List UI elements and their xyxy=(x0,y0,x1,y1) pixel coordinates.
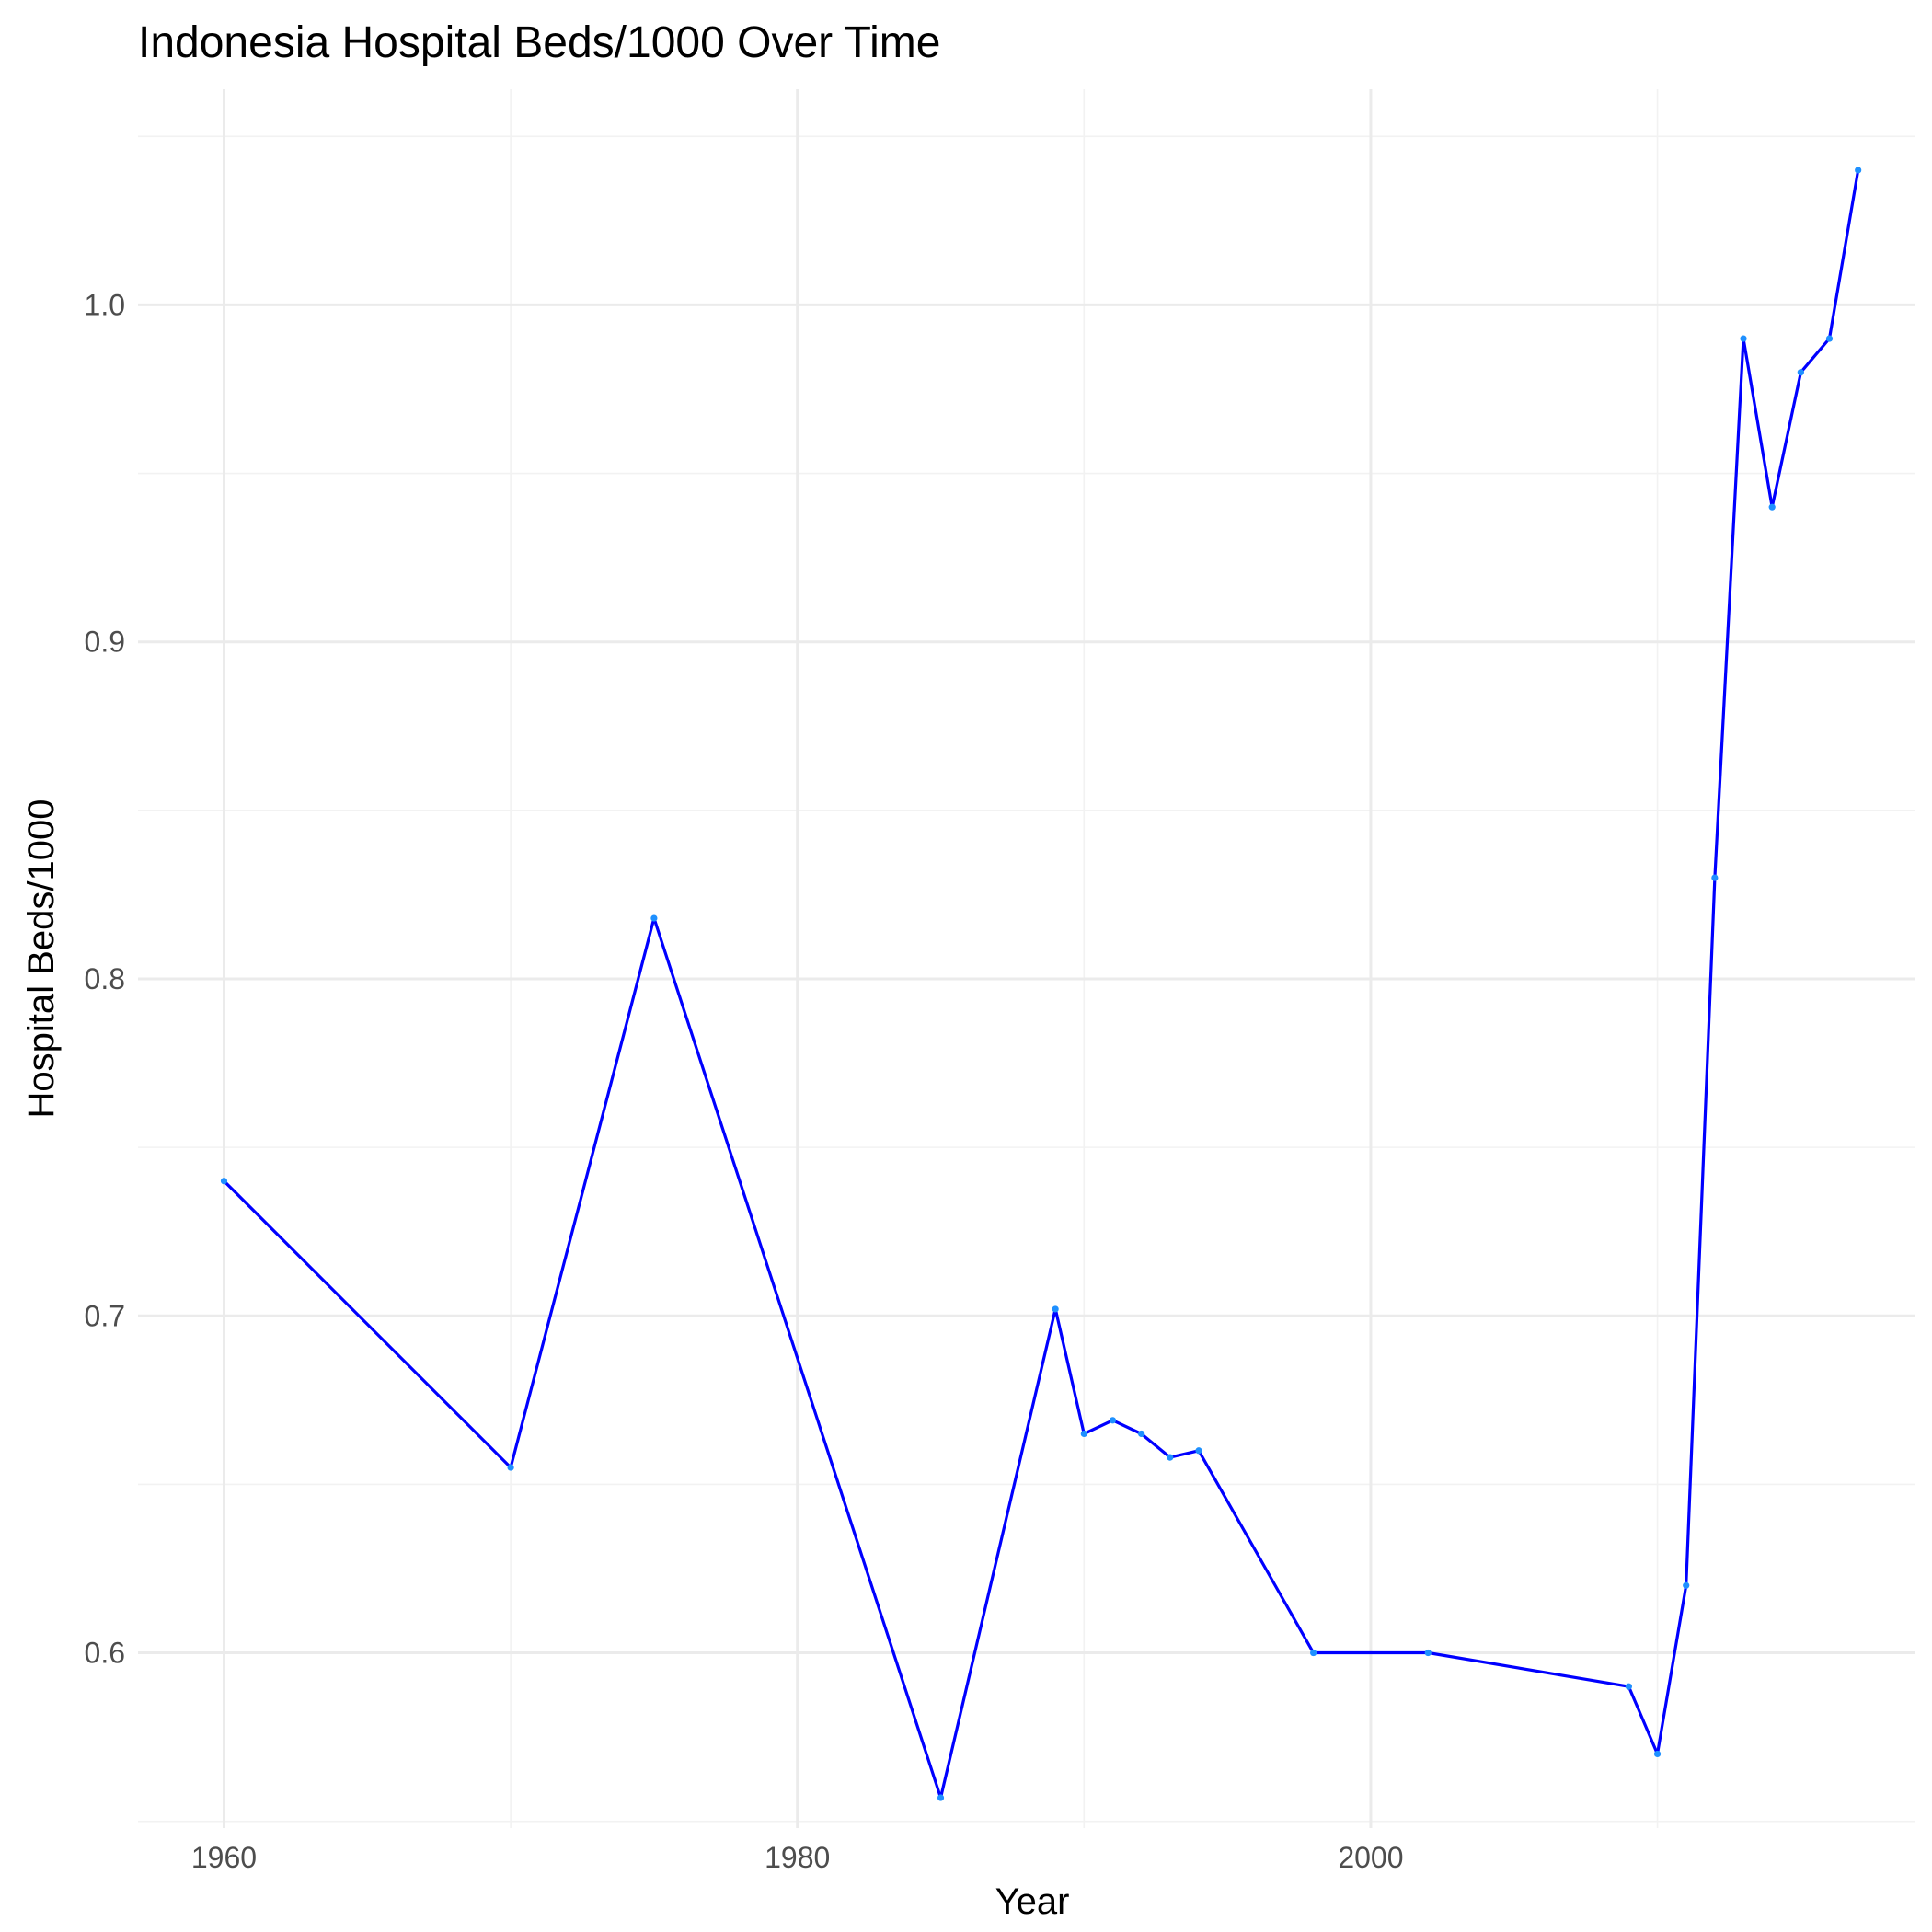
y-tick-labels: 0.6 0.7 0.8 0.9 1.0 xyxy=(85,288,125,1669)
data-point xyxy=(1167,1454,1174,1461)
minor-gridlines xyxy=(138,89,1915,1828)
data-point xyxy=(937,1794,945,1801)
series-line xyxy=(222,168,1860,1800)
y-tick-label: 0.9 xyxy=(85,626,125,659)
data-point xyxy=(1653,1750,1662,1758)
data-point xyxy=(1424,1649,1432,1657)
data-point xyxy=(1138,1430,1145,1438)
data-point xyxy=(1768,503,1776,511)
x-tick-labels: 1960 1980 2000 xyxy=(191,1841,1404,1874)
major-gridlines xyxy=(138,89,1915,1828)
data-point xyxy=(220,1178,228,1185)
x-tick-label: 1980 xyxy=(765,1841,830,1874)
data-point xyxy=(1683,1581,1690,1589)
data-point xyxy=(1109,1417,1117,1424)
chart-title: Indonesia Hospital Beds/1000 Over Time xyxy=(138,18,940,67)
data-point xyxy=(1625,1683,1632,1690)
x-axis-title: Year xyxy=(995,1881,1070,1922)
x-tick-label: 2000 xyxy=(1338,1841,1403,1874)
data-point xyxy=(1825,335,1834,342)
x-tick-label: 1960 xyxy=(191,1841,257,1874)
data-point xyxy=(650,914,658,922)
data-point xyxy=(1310,1649,1317,1657)
series-layer xyxy=(220,167,1862,1801)
y-tick-label: 1.0 xyxy=(85,288,125,321)
data-point xyxy=(1740,335,1747,342)
data-point xyxy=(1855,167,1862,174)
y-axis-title: Hospital Beds/1000 xyxy=(21,799,62,1119)
data-point xyxy=(1052,1305,1059,1313)
y-tick-label: 0.6 xyxy=(85,1637,125,1670)
data-point xyxy=(1080,1430,1087,1438)
y-tick-label: 0.7 xyxy=(85,1299,125,1332)
data-point xyxy=(507,1464,514,1471)
data-point xyxy=(1195,1447,1202,1455)
data-point xyxy=(1711,874,1719,881)
data-point xyxy=(1797,369,1804,376)
y-tick-label: 0.8 xyxy=(85,962,125,995)
